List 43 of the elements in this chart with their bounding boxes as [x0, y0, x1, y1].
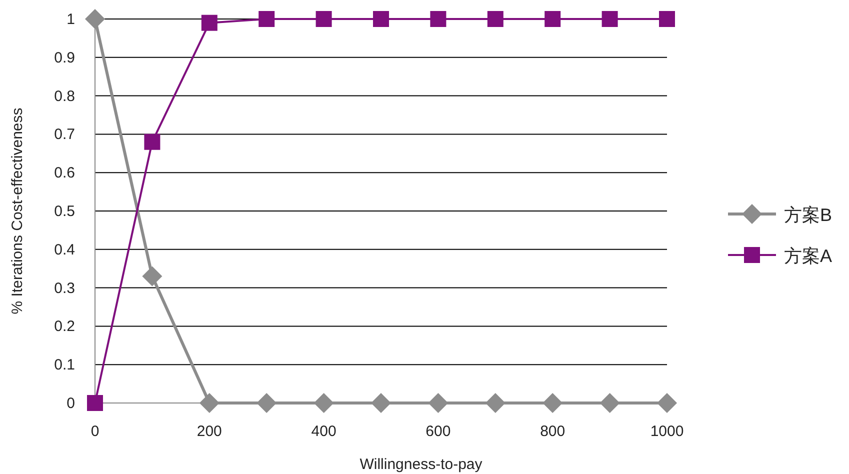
point — [487, 11, 504, 27]
point — [542, 393, 563, 413]
point — [199, 393, 220, 413]
x-tick-label: 1000 — [650, 423, 684, 440]
legend-label: 方案A — [784, 246, 832, 266]
point — [657, 393, 677, 413]
y-tick-label: 1 — [66, 11, 75, 28]
point — [600, 393, 620, 413]
point — [314, 393, 334, 413]
y-tick-label: 0.2 — [54, 318, 75, 336]
point — [602, 11, 618, 27]
point — [258, 11, 275, 27]
point — [85, 9, 105, 29]
point — [430, 11, 446, 27]
point — [144, 134, 160, 150]
y-axis-title: % Iterations Cost-effectiveness — [9, 108, 26, 314]
x-tick-label: 800 — [540, 423, 566, 440]
x-tick-label: 0 — [90, 423, 100, 440]
point — [659, 11, 675, 27]
y-tick-label: 0.4 — [54, 241, 75, 258]
y-tick-label: 0.1 — [54, 356, 75, 374]
x-axis-title: Willingness-to-pay — [360, 456, 483, 473]
y-tick-label: 0 — [66, 395, 75, 412]
y-tick-label: 0.7 — [54, 126, 75, 144]
y-tick-label: 0.9 — [54, 49, 75, 66]
y-tick-label: 0.6 — [54, 164, 75, 182]
legend-label: 方案B — [784, 205, 832, 225]
point — [87, 395, 103, 411]
point — [201, 14, 218, 31]
point — [142, 266, 162, 286]
x-tick-label: 200 — [196, 423, 222, 440]
point — [371, 393, 391, 413]
point — [373, 11, 389, 27]
point — [485, 393, 506, 413]
point — [544, 11, 561, 27]
x-tick-label: 400 — [311, 423, 336, 440]
point — [316, 11, 332, 27]
y-tick-label: 0.8 — [54, 88, 75, 105]
y-tick-label: 0.5 — [54, 203, 75, 220]
point — [428, 393, 448, 413]
point — [256, 393, 277, 413]
x-tick-label: 600 — [426, 423, 451, 440]
y-tick-label: 0.3 — [54, 280, 75, 297]
